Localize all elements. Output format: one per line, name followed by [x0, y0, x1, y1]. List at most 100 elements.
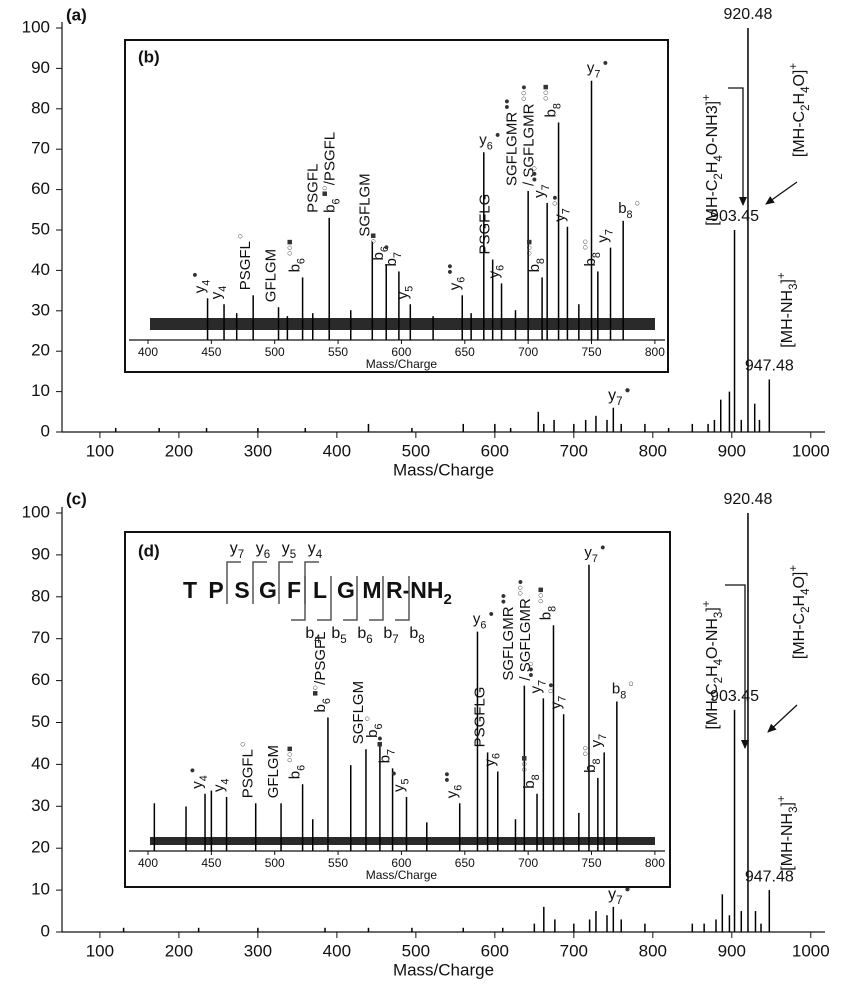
y-tick-label: 70: [31, 139, 50, 158]
label-part: y: [608, 886, 616, 903]
label-part: 6: [321, 698, 333, 704]
label: y7●: [608, 385, 630, 408]
label: b8○○: [580, 745, 602, 773]
label-part: H: [704, 162, 721, 174]
label: PSGFL ○: [236, 233, 255, 290]
y-tick-label: 30: [31, 300, 50, 319]
x-tick-label: 600: [481, 941, 509, 960]
label-part: ○○■: [536, 587, 546, 604]
label: y5●: [389, 771, 411, 792]
label-part: 2: [713, 173, 725, 179]
label-part: PSGFL: [237, 241, 254, 290]
x-tick-label: 400: [138, 345, 158, 359]
label: b7: [383, 625, 398, 646]
y-tick-label: 40: [31, 260, 50, 279]
label-part: 7: [616, 895, 622, 907]
x-tick-label: 450: [201, 856, 221, 870]
label-part: 6: [295, 258, 307, 264]
inset-frame: [124, 39, 669, 373]
y-bracket: [226, 561, 241, 604]
label-part: b: [537, 612, 554, 620]
label-part: 5: [290, 549, 296, 561]
label-part: y: [527, 685, 544, 693]
x-axis-label: Mass/Charge: [366, 868, 438, 882]
y-tick-label: 40: [31, 754, 50, 773]
y-tick-label: 60: [31, 179, 50, 198]
label-part: 4: [316, 549, 323, 561]
label-part: ○: [238, 741, 248, 747]
label-part: ●: [187, 768, 197, 774]
label-part: H: [791, 595, 808, 607]
label: b8○○■: [541, 84, 563, 118]
label: SGFLGM: [356, 173, 373, 236]
arrow: [725, 584, 749, 749]
b-bracket: [317, 576, 332, 621]
label-part: ●●○: [526, 661, 536, 678]
label: y5: [394, 286, 415, 300]
label-part: ○○●: [515, 579, 525, 596]
label-part: ]: [779, 279, 796, 283]
label-part: 4: [217, 286, 229, 292]
label: y7: [588, 734, 609, 748]
label-part: 7: [592, 553, 598, 565]
b-bracket: [369, 576, 384, 621]
label: y4: [308, 540, 323, 561]
label: SGFLGMR ●●: [502, 99, 521, 186]
label-part: y: [608, 387, 616, 404]
residue: G: [259, 577, 277, 603]
label-part: ●: [488, 609, 494, 619]
residue: F: [287, 577, 301, 603]
x-axis-label: Mass/Charge: [393, 960, 494, 979]
y-tick-label: 10: [31, 880, 50, 899]
label-part: ○○■: [285, 746, 295, 763]
label-part: ■●: [375, 736, 385, 747]
label-part: b: [322, 204, 339, 212]
label-part: ■○: [310, 685, 320, 696]
label-part: y: [189, 781, 206, 789]
label-part: GFLGM: [262, 249, 279, 302]
label-part: O]: [791, 70, 808, 87]
label-part: ■○: [320, 185, 330, 196]
label: / SGFLGMR ○○●: [515, 579, 534, 680]
label: GFLGM: [262, 249, 279, 302]
label: y7●●○: [526, 661, 548, 693]
x-tick-label: 600: [391, 345, 411, 359]
label: y6: [486, 265, 507, 279]
label-part: b: [364, 730, 381, 738]
label: y6●●: [445, 264, 467, 291]
label-part: 5: [340, 634, 346, 646]
label: b8○: [618, 198, 640, 220]
label: y7●: [608, 884, 630, 907]
residue: M: [362, 577, 381, 603]
peak-mz-label: 903.45: [710, 208, 759, 225]
label-part: 4: [219, 778, 231, 784]
label-part: ●: [602, 58, 608, 68]
x-axis-label: Mass/Charge: [366, 357, 438, 371]
label-part: 4: [713, 155, 725, 162]
y-tick-label: 50: [31, 219, 50, 238]
y-bracket: [278, 561, 293, 604]
label-part: y: [531, 190, 548, 198]
label-part: y: [479, 131, 487, 148]
y-tick-label: 20: [31, 341, 50, 360]
label: PSGFL: [305, 164, 322, 213]
x-tick-label: 700: [560, 441, 588, 460]
label: b8○○■: [536, 587, 558, 621]
label: [MH-C2H4O]+: [788, 565, 812, 659]
label-part: ●●: [498, 593, 508, 604]
x-tick-label: 500: [402, 941, 430, 960]
label-part: 4: [198, 775, 210, 781]
x-tick-label: 650: [455, 345, 475, 359]
label-part: y: [482, 759, 499, 767]
x-tick-label: 900: [718, 441, 746, 460]
label: b8○○: [580, 239, 602, 267]
label-part: y: [446, 282, 463, 290]
label-part: y: [390, 784, 407, 792]
x-tick-label: 1000: [792, 941, 830, 960]
x-axis-label: Mass/Charge: [393, 460, 494, 479]
label-part: ●●: [445, 264, 455, 275]
label-part: ○●: [546, 683, 556, 694]
x-tick-label: 400: [323, 441, 351, 460]
label-part: y: [584, 544, 592, 561]
